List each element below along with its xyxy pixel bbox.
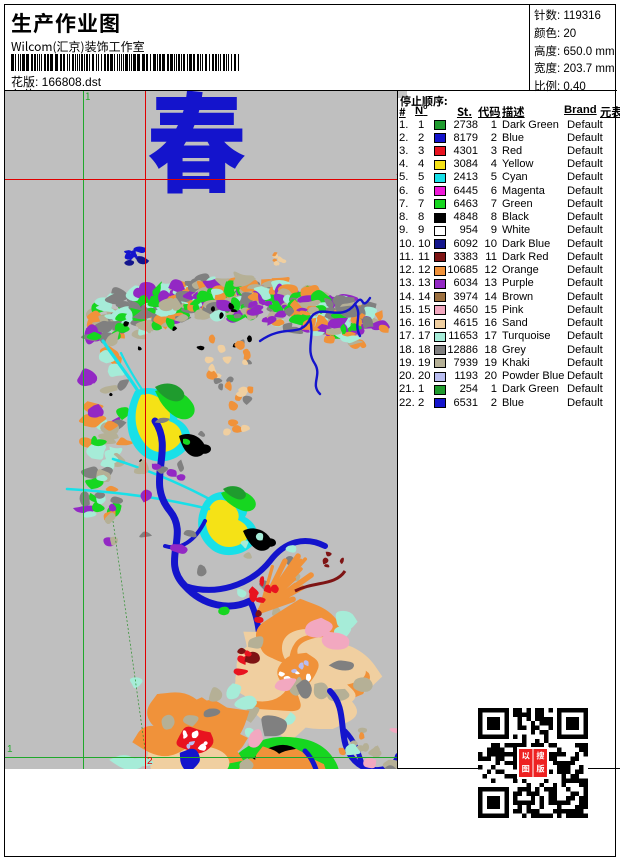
svg-text:版: 版 <box>536 763 544 775</box>
svg-text:搜: 搜 <box>536 750 544 762</box>
svg-text:以: 以 <box>522 750 531 762</box>
svg-text:图: 图 <box>522 763 530 775</box>
